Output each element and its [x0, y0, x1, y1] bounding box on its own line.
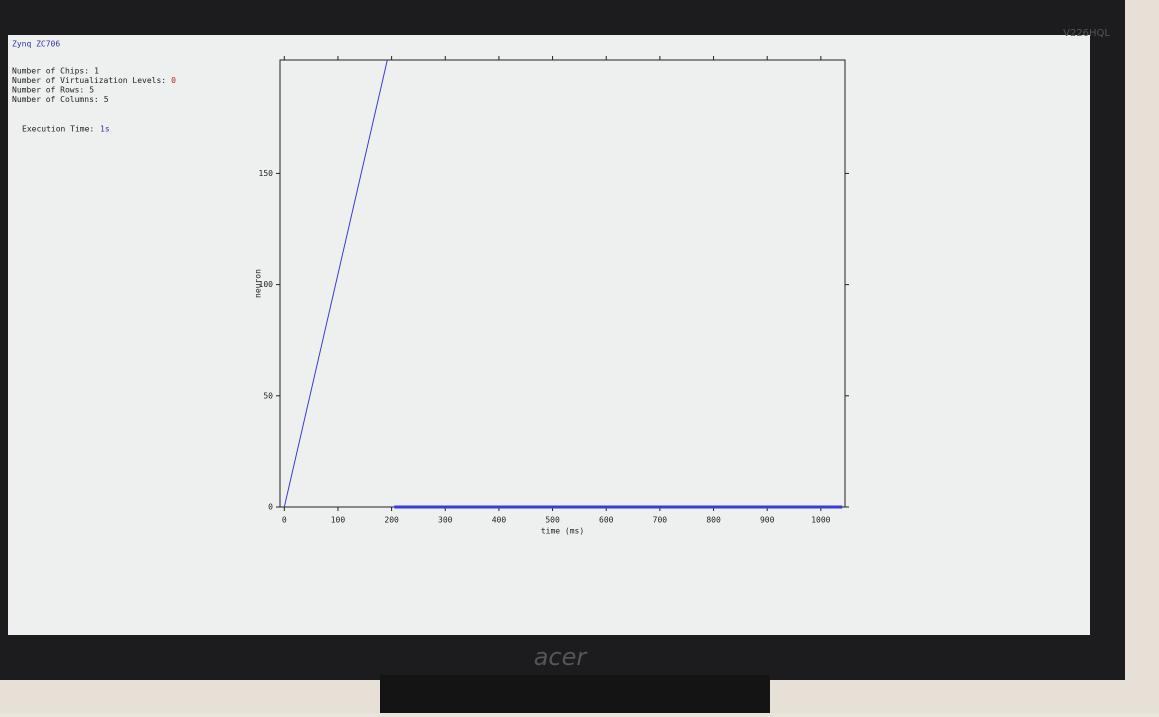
x-tick-label: 1000 — [811, 516, 830, 525]
screen — [8, 35, 1090, 635]
info-value: 1 — [94, 67, 99, 76]
x-tick-label: 500 — [545, 516, 560, 525]
info-label: Number of Columns: — [12, 95, 99, 104]
execution-label: Execution Time: — [22, 125, 94, 134]
x-tick-label: 100 — [331, 516, 346, 525]
y-axis-label: neuron — [254, 269, 263, 298]
x-tick-label: 600 — [599, 516, 614, 525]
x-tick-label: 300 — [438, 516, 453, 525]
y-tick-label: 150 — [259, 169, 274, 178]
info-label: Number of Chips: — [12, 67, 89, 76]
y-tick-label: 50 — [263, 391, 273, 400]
x-tick-label: 200 — [384, 516, 399, 525]
x-tick-label: 800 — [706, 516, 721, 525]
info-label: Number of Virtualization Levels: — [12, 76, 166, 85]
x-tick-label: 700 — [653, 516, 668, 525]
board-name: Zynq ZC706 — [12, 40, 60, 49]
stand — [380, 675, 770, 713]
brand: acer — [534, 643, 589, 671]
info-label: Number of Rows: — [12, 86, 84, 95]
model: V226HQL — [1063, 28, 1110, 39]
x-tick-label: 0 — [282, 516, 287, 525]
y-tick-label: 100 — [259, 280, 274, 289]
info-value: 5 — [89, 86, 94, 95]
x-tick-label: 900 — [760, 516, 775, 525]
x-axis-label: time (ms) — [541, 527, 584, 536]
data-line — [283, 59, 388, 508]
chart: 0 100 200 300 400 500 600 700 800 900 1000 0 50 100 15… — [254, 56, 849, 536]
info-value: 5 — [104, 95, 109, 104]
y-tick-label: 0 — [268, 503, 273, 512]
execution-value: 1s — [100, 125, 110, 134]
x-tick-label: 400 — [492, 516, 507, 525]
info-value: 0 — [171, 76, 176, 85]
